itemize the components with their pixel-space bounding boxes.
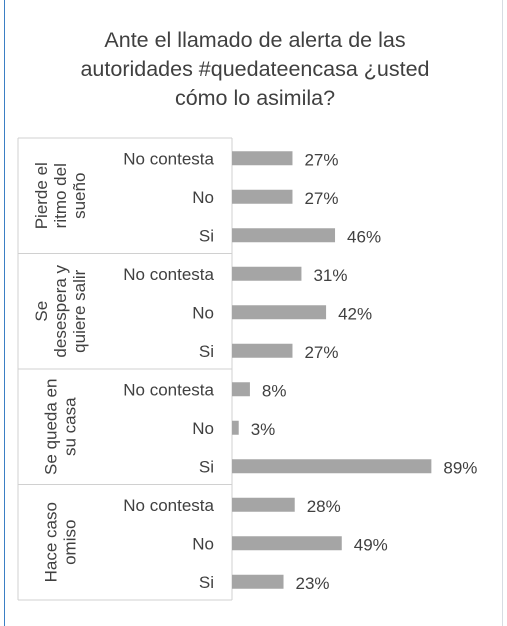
data-label: 28% (307, 497, 341, 516)
category-label: Si (199, 226, 214, 245)
group-label: Sedesespera yquiere salir (32, 264, 89, 357)
chart-title-line: Ante el llamado de alerta de las (104, 28, 406, 52)
group-label-line: Hace caso (42, 502, 61, 582)
bar (232, 228, 336, 243)
bar (232, 151, 293, 166)
chart-title-line: cómo lo asimila? (174, 86, 336, 110)
category-label: No contesta (123, 149, 214, 168)
bar (232, 574, 284, 589)
category-label: No (192, 303, 214, 322)
category-label: Si (199, 457, 214, 476)
bar (232, 536, 342, 551)
bar (232, 497, 295, 512)
group-label-line: sueño (70, 173, 89, 219)
category-label: No (192, 188, 214, 207)
group-label: Se queda ensu casa (42, 379, 80, 475)
data-label: 23% (296, 574, 330, 593)
group-label-line: Se queda en (42, 379, 61, 475)
group-label-line: su casa (61, 397, 80, 456)
data-label: 27% (304, 150, 338, 169)
chart-title-line: autoridades #quedateencasa ¿usted (80, 57, 430, 81)
data-label: 3% (251, 420, 276, 439)
group-label-line: desespera y (51, 264, 70, 357)
data-label: 42% (338, 304, 372, 323)
bar (232, 189, 293, 204)
bar (232, 382, 250, 397)
data-label: 27% (304, 343, 338, 362)
category-label: Si (199, 573, 214, 592)
group-label-line: omiso (61, 520, 80, 565)
group-label-line: Se (32, 301, 51, 322)
category-label: No (192, 534, 214, 553)
group-label-line: Pierde el (32, 162, 51, 229)
data-label: 49% (354, 535, 388, 554)
category-label: No contesta (123, 380, 214, 399)
group-label-line: ritmo del (51, 163, 70, 228)
bar (232, 343, 293, 358)
group-label: Hace casoomiso (42, 502, 80, 582)
bar (232, 420, 239, 435)
bar (232, 459, 432, 474)
category-label: No contesta (123, 265, 214, 284)
data-label: 31% (313, 266, 347, 285)
chart-title: Ante el llamado de alerta de las autorid… (40, 26, 470, 113)
bar (232, 266, 302, 281)
category-label: No contesta (123, 496, 214, 515)
bar (232, 305, 327, 320)
group-label-line: quiere salir (70, 269, 89, 352)
category-label: No (192, 419, 214, 438)
data-label: 89% (443, 458, 477, 477)
data-label: 27% (304, 189, 338, 208)
group-label: Pierde elritmo delsueño (32, 162, 89, 229)
data-label: 46% (347, 227, 381, 246)
category-label: Si (199, 342, 214, 361)
data-label: 8% (262, 381, 287, 400)
